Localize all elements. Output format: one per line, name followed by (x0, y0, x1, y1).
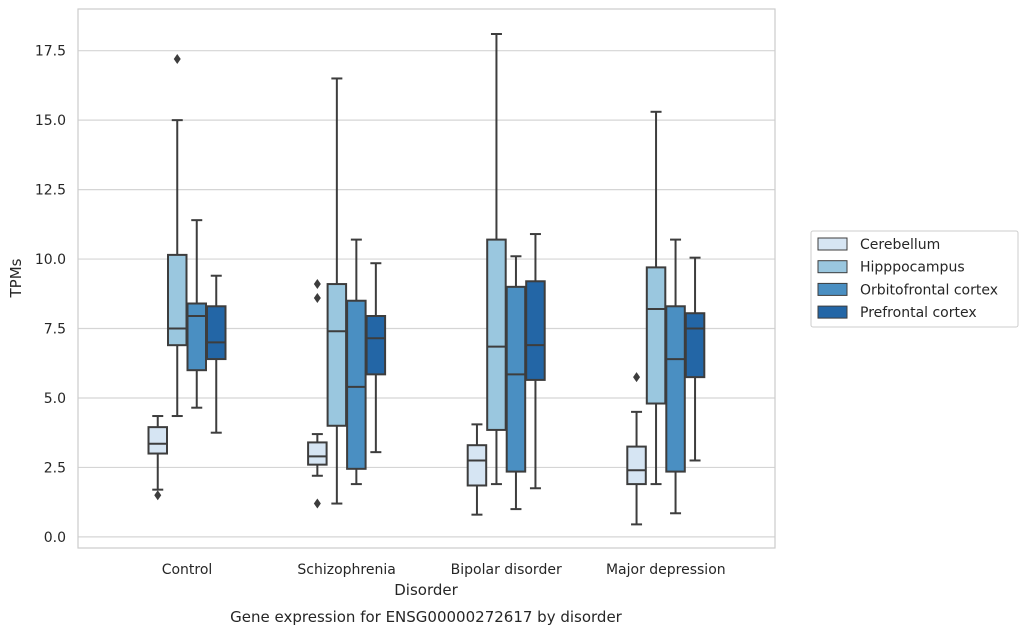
box-hipppocampus (326, 77, 348, 505)
box-iqr (346, 299, 367, 470)
box-cerebellum (147, 415, 168, 501)
box-iqr (505, 285, 527, 473)
x-tick-labels: Control Schizophrenia Bipolar disorder Majo… (162, 562, 726, 578)
box-iqr (525, 280, 546, 381)
box-iqr (147, 426, 168, 455)
box-prefrontal-cortex (206, 274, 227, 434)
x-tick-label: Major depression (606, 562, 726, 578)
box-orbitofrontal-cortex (346, 238, 367, 486)
legend-label-prefrontal-cortex: Prefrontal cortex (860, 305, 977, 321)
x-tick-label: Schizophrenia (297, 562, 395, 578)
outlier-point (313, 498, 321, 509)
box-iqr (186, 302, 207, 372)
box-iqr (645, 266, 667, 405)
box-iqr (326, 283, 348, 427)
legend-swatch-orbitofrontal-cortex (817, 282, 848, 296)
box-prefrontal-cortex (684, 256, 706, 462)
y-tick-label: 12.5 (35, 183, 66, 199)
box-iqr (665, 305, 686, 473)
box-cerebellum (626, 372, 647, 526)
box-iqr (206, 305, 227, 361)
y-tick-labels: 0.0 2.5 5.0 7.5 10.0 12.5 15.0 17.5 (35, 44, 66, 546)
box-iqr (365, 315, 387, 376)
chart-caption: Gene expression for ENSG00000272617 by d… (230, 608, 623, 626)
box-layer (147, 33, 706, 526)
y-tick-label: 0.0 (44, 530, 66, 546)
legend: Cerebellum Hipppocampus Orbitofrontal cort… (810, 230, 1019, 328)
box-iqr (307, 441, 328, 466)
box-iqr (626, 445, 647, 486)
x-axis-label: Disorder (394, 581, 458, 599)
box-hipppocampus (167, 54, 188, 418)
outlier-point (154, 490, 162, 501)
box-orbitofrontal-cortex (186, 219, 207, 409)
legend-label-hipppocampus: Hipppocampus (860, 260, 965, 276)
box-iqr (684, 312, 706, 379)
y-axis-label: TPMs (7, 258, 25, 298)
y-tick-label: 17.5 (35, 44, 66, 60)
box-iqr (466, 444, 488, 487)
box-iqr (167, 253, 188, 347)
y-tick-label: 15.0 (35, 113, 66, 129)
x-tick-label: Control (162, 562, 213, 578)
box-orbitofrontal-cortex (505, 255, 527, 511)
box-prefrontal-cortex (365, 262, 387, 454)
outlier-point (173, 54, 181, 65)
y-tick-label: 2.5 (44, 460, 66, 476)
box-prefrontal-cortex (525, 233, 546, 490)
box-hipppocampus (645, 110, 667, 486)
legend-label-orbitofrontal-cortex: Orbitofrontal cortex (860, 282, 998, 298)
y-tick-label: 7.5 (44, 322, 66, 338)
outlier-point (313, 279, 321, 290)
box-cerebellum (466, 423, 488, 516)
legend-swatch-cerebellum (817, 237, 848, 251)
y-tick-label: 10.0 (35, 252, 66, 268)
legend-label-cerebellum: Cerebellum (860, 237, 940, 253)
box-cerebellum (307, 279, 328, 509)
box-iqr (486, 238, 507, 431)
legend-swatch-prefrontal-cortex (817, 305, 848, 319)
plot-frame (77, 8, 776, 549)
legend-swatch-hipppocampus (817, 260, 848, 274)
outlier-point (633, 372, 641, 383)
box-hipppocampus (486, 33, 507, 486)
legend-frame (810, 230, 1019, 328)
outlier-point (313, 292, 321, 303)
box-orbitofrontal-cortex (665, 238, 686, 515)
x-tick-label: Bipolar disorder (451, 562, 562, 578)
y-tick-label: 5.0 (44, 391, 66, 407)
